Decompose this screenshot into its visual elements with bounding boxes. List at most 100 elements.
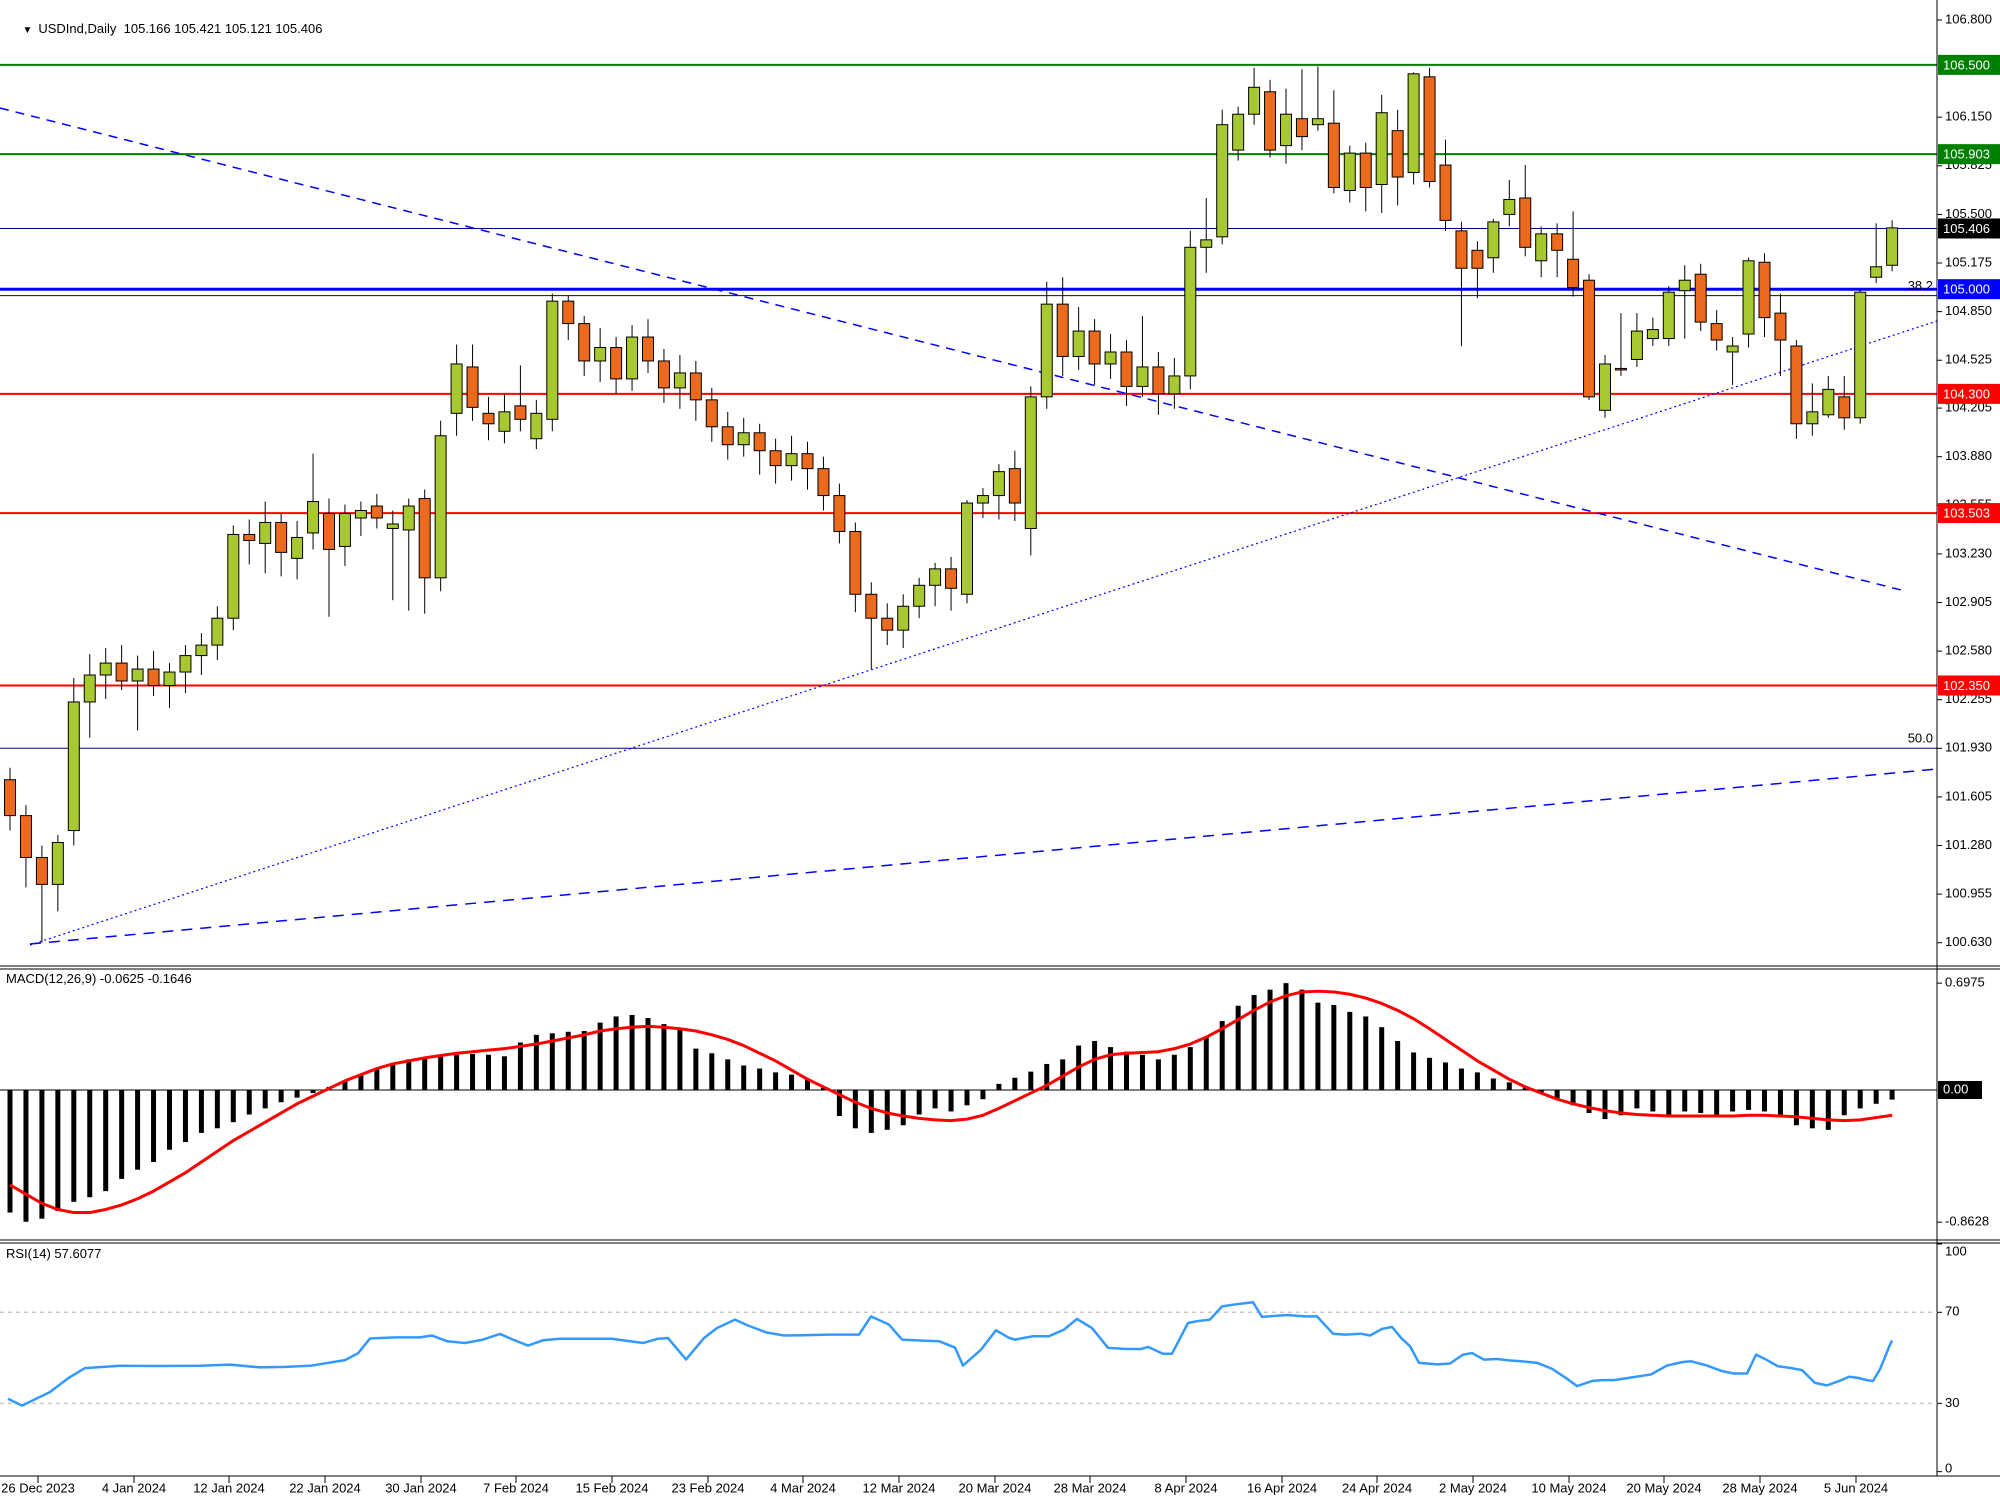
candle-body: [1551, 233, 1564, 251]
macd-histogram-bar: [1203, 1036, 1209, 1090]
candle-body: [4, 779, 16, 817]
date-tick-label: 4 Jan 2024: [102, 1480, 166, 1495]
macd-histogram-bar: [1283, 983, 1289, 1090]
candle-body: [1040, 303, 1053, 398]
macd-histogram-bar: [1251, 995, 1257, 1090]
macd-signal-line: [9, 989, 1893, 1215]
macd-histogram-bar: [87, 1090, 93, 1198]
macd-histogram-bar: [836, 1090, 842, 1117]
macd-histogram-bar: [1012, 1077, 1018, 1090]
candle-body: [35, 856, 48, 885]
macd-histogram-bar: [438, 1056, 444, 1090]
symbol-title-bar: ▼ USDInd,Daily 105.166 105.421 105.121 10…: [8, 6, 322, 51]
macd-histogram-bar: [1650, 1090, 1656, 1112]
price-badge-label: 105.406: [1943, 221, 1990, 236]
macd-histogram-bar: [549, 1033, 555, 1090]
macd-histogram-bar: [1219, 1021, 1225, 1090]
candle-body: [626, 336, 639, 380]
macd-histogram-bar: [1714, 1090, 1720, 1116]
candle-body: [1024, 396, 1037, 529]
candle-body: [1838, 396, 1851, 419]
macd-histogram-bar: [645, 1017, 651, 1090]
macd-histogram-bar: [230, 1090, 236, 1123]
price-tick-label: 102.580: [1945, 643, 1992, 658]
price-tick-label: 106.150: [1945, 109, 1992, 124]
macd-histogram-bar: [613, 1016, 619, 1090]
macd-histogram-bar: [1634, 1090, 1640, 1109]
date-tick-label: 12 Jan 2024: [193, 1480, 265, 1495]
candle-body: [227, 533, 240, 619]
macd-histogram-bar: [486, 1054, 491, 1090]
macd-histogram-bar: [1028, 1071, 1034, 1090]
macd-histogram-bar: [406, 1059, 412, 1090]
macd-histogram-bar: [1267, 989, 1273, 1090]
rsi-tick-label: 100: [1945, 1243, 1967, 1258]
macd-indicator-label: MACD(12,26,9) -0.0625 -0.1646: [6, 971, 192, 986]
candle-body: [594, 347, 607, 362]
macd-histogram-bar: [278, 1090, 284, 1103]
macd-histogram-bar: [884, 1090, 890, 1130]
macd-histogram-bar: [501, 1056, 507, 1090]
candle-body: [1056, 303, 1069, 357]
candle-body: [1599, 363, 1611, 411]
date-tick-label: 15 Feb 2024: [575, 1480, 648, 1495]
candle-body: [1455, 230, 1468, 269]
macd-histogram-bar: [1458, 1068, 1464, 1090]
candle-body: [386, 523, 399, 529]
date-tick-label: 30 Jan 2024: [385, 1480, 457, 1495]
price-tick-label: 100.955: [1945, 886, 1992, 901]
macd-histogram-bar: [1889, 1090, 1895, 1100]
date-tick-label: 16 Apr 2024: [1247, 1480, 1317, 1495]
candle-body: [689, 372, 702, 401]
macd-histogram-bar: [454, 1054, 460, 1090]
candle-body: [1088, 330, 1101, 365]
price-badge: [1938, 675, 2000, 696]
macd-histogram-bar: [1411, 1052, 1417, 1090]
candle-body: [259, 521, 272, 544]
macd-histogram-bar: [1809, 1090, 1815, 1129]
macd-histogram-bar: [55, 1090, 61, 1212]
macd-histogram-bar: [1618, 1090, 1624, 1116]
macd-histogram-bar: [246, 1090, 252, 1115]
macd-histogram-bar: [1139, 1054, 1145, 1090]
rsi-tick-label: 0: [1945, 1460, 1952, 1475]
price-tick-label: 106.800: [1945, 11, 1992, 26]
price-tick-label: 101.930: [1945, 740, 1992, 755]
candle-body: [881, 617, 894, 631]
macd-histogram-bar: [581, 1031, 587, 1090]
candle-body: [929, 568, 942, 586]
candle-body: [243, 533, 256, 541]
macd-histogram-bar: [916, 1090, 922, 1115]
candle-body: [1678, 279, 1691, 292]
rsi-indicator-label: RSI(14) 57.6077: [6, 1246, 102, 1261]
candle-body: [1216, 124, 1229, 238]
macd-histogram-bar: [1474, 1072, 1480, 1090]
candle-body: [1343, 152, 1356, 191]
price-badge-label: 104.300: [1943, 386, 1990, 401]
collapse-indicator-icon[interactable]: ▼: [22, 25, 33, 36]
candles: [4, 66, 1899, 943]
macd-histogram-bar: [1092, 1040, 1098, 1090]
macd-histogram-bar: [470, 1053, 476, 1090]
candle-body: [785, 453, 798, 467]
candle-body: [434, 435, 447, 579]
macd-histogram-bar: [1762, 1090, 1767, 1112]
price-badge-label: 103.503: [1943, 506, 1990, 521]
macd-tick-label: -0.8628: [1945, 1214, 1989, 1229]
date-axis: 26 Dec 2023 4 Jan 2024 12 Jan 2024 22 Jan 2…: [1, 1476, 1888, 1495]
candle-body: [1742, 260, 1755, 335]
macd-histogram-bar: [1331, 1004, 1337, 1090]
rsi-tick-label: 70: [1945, 1304, 1959, 1319]
price-badges: 106.500 105.903 105.406 105.000 104.300 103.5…: [1938, 54, 2000, 696]
macd-histogram-bar: [342, 1080, 348, 1090]
macd-histogram-bar: [852, 1090, 858, 1129]
candle-body: [1232, 113, 1245, 151]
macd-histogram-bar: [294, 1090, 300, 1098]
macd-histogram-bar: [805, 1078, 810, 1090]
candle-body: [115, 662, 128, 682]
candle-body: [1184, 246, 1197, 377]
candle-body: [1535, 233, 1548, 262]
trendline-descending-dashed: [0, 107, 1906, 592]
candle-body: [1567, 258, 1580, 289]
